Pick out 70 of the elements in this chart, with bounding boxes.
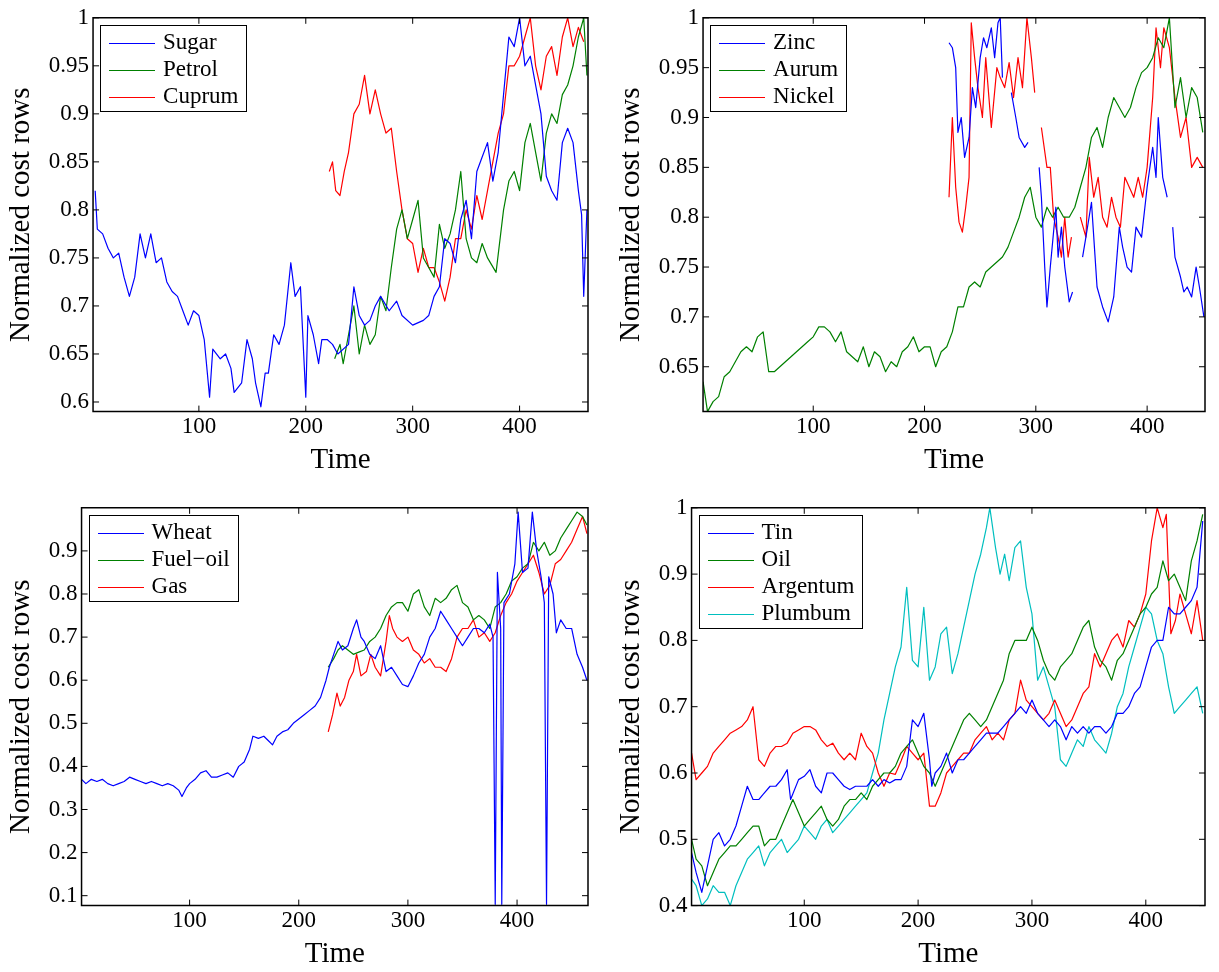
y-tick-label: 0.4 xyxy=(48,752,79,778)
y-tick-label: 0.6 xyxy=(60,388,90,414)
y-tick-label: 0.75 xyxy=(48,243,90,269)
y-axis-title: Normalized cost rows xyxy=(613,87,646,342)
legend-label: Aurum xyxy=(773,55,839,81)
y-tick-label: 0.3 xyxy=(48,795,78,821)
x-tick-label: 200 xyxy=(900,907,936,933)
x-tick-label: 200 xyxy=(907,413,942,439)
x-axis-title: Time xyxy=(918,936,979,969)
y-tick-label: 0.8 xyxy=(670,203,700,229)
legend-label: Zinc xyxy=(773,28,816,54)
y-tick-label: 0.9 xyxy=(658,560,688,586)
y-tick-label: 1 xyxy=(77,3,90,29)
y-tick-label: 0.65 xyxy=(48,340,90,366)
y-axis-title: Normalized cost rows xyxy=(613,579,646,834)
legend-label: Wheat xyxy=(151,518,212,544)
x-axis-title: Time xyxy=(310,442,371,475)
y-tick-label: 0.7 xyxy=(658,692,688,718)
y-tick-label: 0.7 xyxy=(48,623,78,649)
y-tick-label: 0.9 xyxy=(60,99,90,125)
x-tick-label: 400 xyxy=(1129,413,1165,439)
legend-label: Fuel−oil xyxy=(151,545,230,571)
legend-label: Cuprum xyxy=(163,82,239,108)
y-axis-title: Normalized cost rows xyxy=(3,579,36,834)
legend-label: Sugar xyxy=(163,28,217,54)
y-tick-label: 0.8 xyxy=(658,626,688,652)
y-tick-label: 0.85 xyxy=(658,153,700,179)
legend-label: Argentum xyxy=(761,572,855,598)
y-tick-label: 0.1 xyxy=(48,881,78,907)
y-tick-label: 0.85 xyxy=(48,147,90,173)
y-tick-label: 0.95 xyxy=(658,53,700,79)
y-tick-label: 1 xyxy=(687,3,700,29)
y-tick-label: 0.6 xyxy=(48,666,78,692)
y-tick-label: 1 xyxy=(676,493,688,519)
y-axis-title: Normalized cost rows xyxy=(3,87,36,342)
x-tick-label: 300 xyxy=(390,907,426,933)
y-tick-label: 0.4 xyxy=(658,891,689,917)
legend-label: Tin xyxy=(761,518,793,544)
x-tick-label: 300 xyxy=(1018,413,1054,439)
x-tick-label: 300 xyxy=(395,413,430,439)
y-tick-label: 0.7 xyxy=(670,302,700,328)
x-tick-label: 400 xyxy=(1128,907,1164,933)
x-tick-label: 200 xyxy=(281,907,317,933)
x-tick-label: 400 xyxy=(502,413,537,439)
y-tick-label: 0.9 xyxy=(48,536,78,562)
y-tick-label: 0.5 xyxy=(658,825,688,851)
x-tick-label: 300 xyxy=(1014,907,1050,933)
legend-label: Oil xyxy=(761,545,791,571)
x-axis-title: Time xyxy=(923,442,985,475)
x-tick-label: 200 xyxy=(288,413,324,439)
x-tick-label: 100 xyxy=(172,907,207,933)
y-tick-label: 0.65 xyxy=(658,352,700,378)
y-tick-label: 0.7 xyxy=(60,291,90,317)
x-tick-label: 100 xyxy=(787,907,822,933)
y-tick-label: 0.8 xyxy=(48,580,78,606)
x-tick-label: 100 xyxy=(181,413,217,439)
y-tick-label: 0.75 xyxy=(658,253,700,279)
legend-label: Petrol xyxy=(163,55,218,81)
y-tick-label: 0.9 xyxy=(670,103,700,129)
x-tick-label: 400 xyxy=(499,907,535,933)
x-axis-title: Time xyxy=(304,936,365,969)
legend-label: Nickel xyxy=(773,82,835,108)
y-tick-label: 0.95 xyxy=(48,51,90,77)
y-tick-label: 0.6 xyxy=(658,759,688,785)
y-tick-label: 0.5 xyxy=(48,709,78,735)
y-tick-label: 0.8 xyxy=(60,195,90,221)
legend-label: Plumbum xyxy=(761,599,852,625)
y-tick-label: 0.2 xyxy=(48,838,78,864)
legend-label: Gas xyxy=(151,572,188,598)
x-tick-label: 100 xyxy=(795,413,831,439)
